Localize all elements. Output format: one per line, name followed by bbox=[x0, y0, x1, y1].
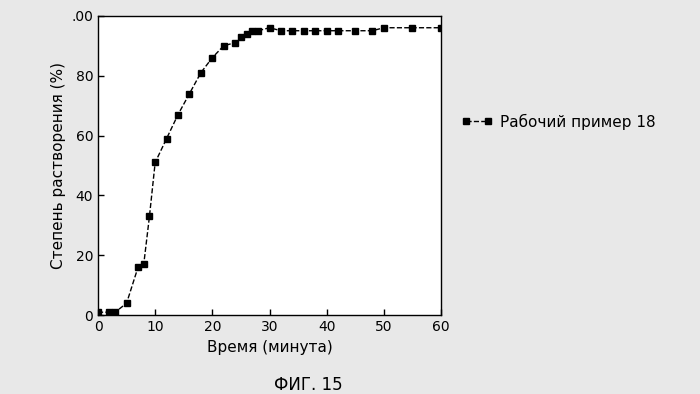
Рабочий пример 18 bbox=[94, 310, 102, 314]
Рабочий пример 18 bbox=[437, 25, 445, 30]
Рабочий пример 18 bbox=[254, 28, 262, 33]
Рабочий пример 18 bbox=[146, 214, 154, 219]
Рабочий пример 18 bbox=[134, 265, 142, 269]
Рабочий пример 18 bbox=[368, 28, 377, 33]
Рабочий пример 18 bbox=[231, 40, 239, 45]
Line: Рабочий пример 18: Рабочий пример 18 bbox=[94, 24, 444, 316]
Рабочий пример 18 bbox=[174, 112, 182, 117]
Рабочий пример 18 bbox=[162, 136, 171, 141]
Рабочий пример 18 bbox=[186, 91, 194, 96]
Рабочий пример 18 bbox=[276, 28, 285, 33]
Рабочий пример 18 bbox=[334, 28, 342, 33]
Рабочий пример 18 bbox=[242, 32, 251, 36]
Рабочий пример 18 bbox=[208, 55, 216, 60]
Рабочий пример 18 bbox=[105, 310, 113, 314]
Рабочий пример 18 bbox=[197, 70, 205, 75]
Text: ФИГ. 15: ФИГ. 15 bbox=[274, 376, 342, 394]
Рабочий пример 18 bbox=[265, 25, 274, 30]
Рабочий пример 18 bbox=[351, 28, 360, 33]
Legend: Рабочий пример 18: Рабочий пример 18 bbox=[456, 107, 662, 136]
Рабочий пример 18 bbox=[139, 262, 148, 267]
Рабочий пример 18 bbox=[151, 160, 160, 165]
X-axis label: Время (минута): Время (минута) bbox=[206, 340, 332, 355]
Рабочий пример 18 bbox=[111, 310, 119, 314]
Рабочий пример 18 bbox=[122, 301, 131, 306]
Рабочий пример 18 bbox=[300, 28, 308, 33]
Рабочий пример 18 bbox=[323, 28, 331, 33]
Рабочий пример 18 bbox=[220, 43, 228, 48]
Рабочий пример 18 bbox=[248, 28, 257, 33]
Рабочий пример 18 bbox=[237, 34, 245, 39]
Рабочий пример 18 bbox=[288, 28, 297, 33]
Рабочий пример 18 bbox=[311, 28, 319, 33]
Рабочий пример 18 bbox=[408, 25, 416, 30]
Y-axis label: Степень растворения (%): Степень растворения (%) bbox=[50, 62, 66, 269]
Рабочий пример 18 bbox=[379, 25, 388, 30]
